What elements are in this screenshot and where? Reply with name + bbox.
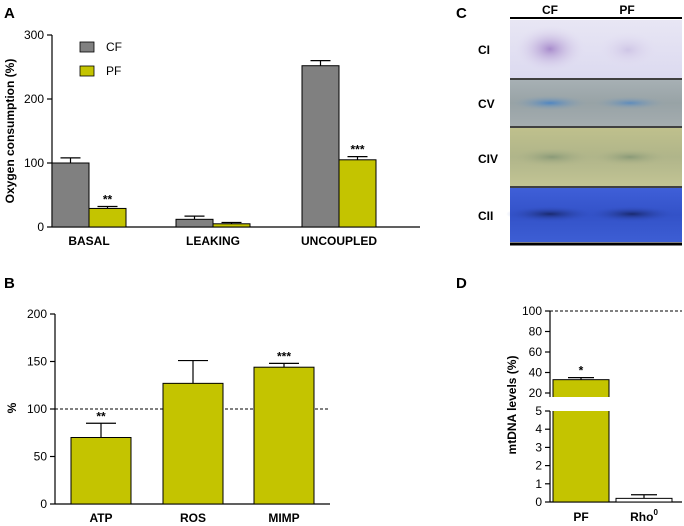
chart-d-ytick-label: 40 <box>529 366 543 380</box>
chart-b-category-label: ATP <box>89 511 112 525</box>
chart-b-category-label: MIMP <box>268 511 299 525</box>
chart-d-ytick-label: 60 <box>529 345 543 359</box>
panel-letter-b: B <box>4 275 15 292</box>
significance-marker: * <box>579 364 584 378</box>
legend-swatch-cf <box>79 41 95 53</box>
bar-cf-uncoupled <box>301 65 340 228</box>
bar-pf-basal <box>88 207 127 228</box>
chart-a-ytick-label: 200 <box>24 92 44 106</box>
bar-rho <box>615 497 673 503</box>
bar-pf-uncoupled <box>338 159 377 228</box>
chart-a-ylabel: Oxygen consumption (%) <box>3 59 17 204</box>
significance-marker: ** <box>96 409 106 423</box>
chart-d-ytick-label: 3 <box>535 440 542 454</box>
chart-d-ytick-label: 4 <box>535 422 542 436</box>
blot-row-label-cv: CV <box>478 97 495 111</box>
blot-band-cii-pf <box>588 206 676 222</box>
chart-d-category-label: PF <box>573 510 588 524</box>
chart-d-ylabel: mtDNA levels (%) <box>505 356 519 455</box>
chart-b-ylabel: % <box>5 402 19 413</box>
chart-a-ytick-label: 0 <box>37 220 44 234</box>
chart-b-ytick-label: 0 <box>40 497 47 511</box>
blot-row-civ: CIV <box>478 128 682 186</box>
chart-d-ytick-label: 80 <box>529 325 543 339</box>
bar-cf-leaking <box>175 218 214 228</box>
chart-a-category-label: LEAKING <box>186 234 240 248</box>
legend-label-pf: PF <box>106 64 121 78</box>
chart-d-ytick-label: 0 <box>535 495 542 509</box>
chart-a-legend: CF PF <box>79 40 122 78</box>
chart-b-ytick-label: 100 <box>27 402 47 416</box>
chart-d-ytick-label: 1 <box>535 477 542 491</box>
chart-a-category-label: BASAL <box>68 234 109 248</box>
bar-pf-leaking <box>212 223 251 228</box>
blot-row-cv: CV <box>478 80 682 126</box>
chart-d-ytick-label: 20 <box>529 386 543 400</box>
chart-b-ytick-label: 200 <box>27 307 47 321</box>
chart-d-ytick-label: 100 <box>522 304 542 318</box>
chart-b-category-label: ROS <box>180 511 206 525</box>
blot-band-cv-pf <box>592 96 668 110</box>
significance-marker: ** <box>103 193 113 207</box>
axis-break-gap <box>552 397 610 411</box>
chart-a-ytick-label: 100 <box>24 156 44 170</box>
bar-atp <box>70 437 132 505</box>
legend-swatch-pf <box>79 65 95 77</box>
panel-letter-a: A <box>4 5 15 22</box>
chart-a-category-label: UNCOUPLED <box>301 234 377 248</box>
bar-cf-basal <box>51 162 90 228</box>
legend-label-cf: CF <box>106 40 122 54</box>
blot-band-cv-cf <box>510 95 590 111</box>
chart-b-ytick-label: 150 <box>27 355 47 369</box>
blot-panel: CF PF CI CV CIV CII <box>478 3 682 246</box>
blot-col-label-pf: PF <box>619 3 634 17</box>
chart-a-ytick-label: 300 <box>24 28 44 42</box>
blot-band-ci-pf <box>598 32 658 68</box>
blot-row-label-civ: CIV <box>478 152 498 166</box>
blot-band-civ-cf <box>510 147 594 167</box>
panel-letter-c: C <box>456 5 467 22</box>
chart-d-ytick-label: 2 <box>535 459 542 473</box>
bar-ros <box>162 382 224 505</box>
blot-band-cii-cf <box>506 206 594 222</box>
blot-band-ci-cf <box>514 25 586 73</box>
chart-d: mtDNA levels (%) 20 40 60 80 100 0 1 2 3 4 5 * PF R… <box>505 304 682 524</box>
chart-d-category-label: Rho0 <box>630 508 658 524</box>
bar-mimp <box>253 366 315 505</box>
blot-row-label-ci: CI <box>478 43 490 57</box>
blot-row-cii: CII <box>478 188 682 242</box>
blot-row-ci: CI <box>478 20 682 78</box>
panel-letter-d: D <box>456 275 467 292</box>
category-superscript: 0 <box>653 508 658 517</box>
blot-row-label-cii: CII <box>478 209 493 223</box>
significance-marker: *** <box>350 143 364 157</box>
blot-col-label-cf: CF <box>542 3 558 17</box>
blot-band-civ-pf <box>590 148 670 166</box>
chart-b-ytick-label: 50 <box>34 450 48 464</box>
significance-marker: *** <box>277 349 291 363</box>
chart-d-ytick-label: 5 <box>535 404 542 418</box>
